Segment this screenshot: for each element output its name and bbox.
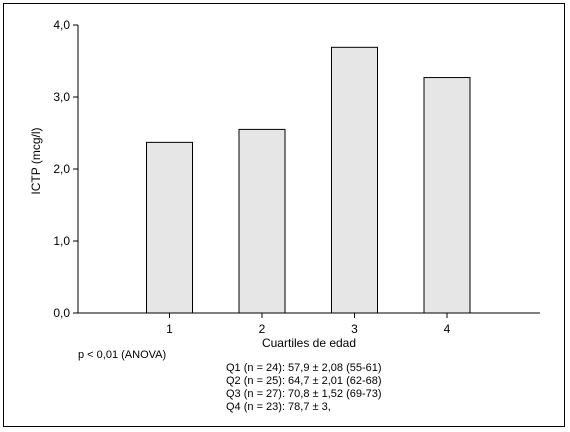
bar-4 xyxy=(423,77,471,314)
x-axis-ticks: 1 2 3 4 xyxy=(166,313,451,336)
x-tick-label-2: 3 xyxy=(351,322,358,336)
y-tick-label-2: 2,0 xyxy=(53,162,70,176)
x-tick-label-3: 4 xyxy=(444,322,451,336)
x-tick-label-1: 2 xyxy=(259,322,266,336)
bars xyxy=(146,46,471,314)
y-axis-ticks: 0,0 1,0 2,0 3,0 4,0 xyxy=(53,18,78,320)
bar-2 xyxy=(238,128,286,314)
bar-1 xyxy=(146,141,193,314)
y-axis-title: ICTP (mcg/l) xyxy=(29,127,43,194)
quartile-line-q4: Q4 (n = 23): 78,7 ± 3, xyxy=(226,401,331,413)
y-tick-label-4: 4,0 xyxy=(53,18,70,32)
quartile-line-q1: Q1 (n = 24): 57,9 ± 2,08 (55-61) xyxy=(226,362,382,374)
y-tick-label-3: 3,0 xyxy=(53,90,70,104)
figure-frame xyxy=(3,3,565,427)
x-axis-title: Cuartiles de edad xyxy=(262,336,356,350)
x-tick-label-0: 1 xyxy=(166,322,173,336)
quartile-line-q2: Q2 (n = 25): 64,7 ± 2,01 (62-68) xyxy=(226,375,382,387)
y-tick-label-0: 0,0 xyxy=(53,306,70,320)
quartile-line-q3: Q3 (n = 27): 70,8 ± 1,52 (69-73) xyxy=(226,388,382,400)
anova-note: p < 0,01 (ANOVA) xyxy=(78,349,167,361)
y-tick-label-1: 1,0 xyxy=(53,234,70,248)
bar-3 xyxy=(331,46,378,314)
quartile-summary: Q1 (n = 24): 57,9 ± 2,08 (55-61) Q2 (n =… xyxy=(226,362,382,414)
